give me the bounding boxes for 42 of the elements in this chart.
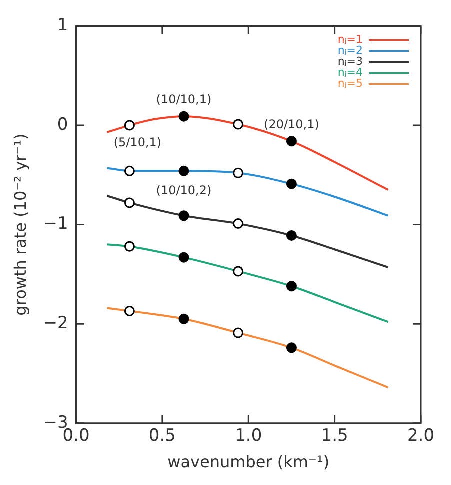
point: [233, 168, 244, 178]
legend-label: nⱼ=4: [338, 66, 363, 80]
annotation: (10/10,1): [156, 92, 212, 107]
y-tick-label: −2: [43, 314, 68, 334]
point: [178, 166, 190, 176]
point: [286, 178, 297, 190]
x-tick-label: 2.0: [407, 426, 435, 446]
x-axis-title: wavenumber (km⁻¹): [168, 452, 330, 472]
legend-label: nⱼ=5: [338, 77, 363, 90]
legend-label: nⱼ=1: [338, 33, 363, 46]
annotation: (10/10,2): [156, 183, 212, 198]
y-tick-label: 0: [57, 114, 68, 135]
point: [286, 230, 297, 241]
point: [233, 218, 244, 230]
line-series: [106, 195, 390, 268]
point: [233, 328, 244, 338]
line-series: [106, 167, 390, 217]
point: [124, 120, 135, 131]
annotation: (20/10,1): [264, 118, 320, 132]
legend-label: nⱼ=3: [338, 55, 363, 68]
y-tick-label: 1: [57, 16, 68, 36]
annotation: (5/10,1): [114, 136, 162, 150]
legend-label: nⱼ=2: [338, 44, 363, 58]
point: [124, 241, 135, 252]
x-tick-label: 1.0: [235, 426, 262, 446]
point: [233, 266, 244, 277]
point: [178, 210, 190, 222]
point: [178, 111, 190, 122]
x-tick-label: 0.5: [148, 426, 176, 446]
x-tick-label: 1.5: [321, 426, 348, 446]
line-series: [106, 307, 390, 389]
point: [124, 166, 135, 176]
point: [233, 119, 244, 130]
point: [178, 314, 190, 324]
point: [286, 281, 297, 292]
point: [286, 136, 297, 147]
point: [124, 306, 135, 316]
point: [124, 198, 135, 208]
point: [286, 342, 297, 354]
point: [178, 252, 190, 263]
y-axis-title: growth rate (10⁻² yr⁻¹): [10, 134, 30, 316]
y-tick-label: −1: [43, 214, 68, 234]
